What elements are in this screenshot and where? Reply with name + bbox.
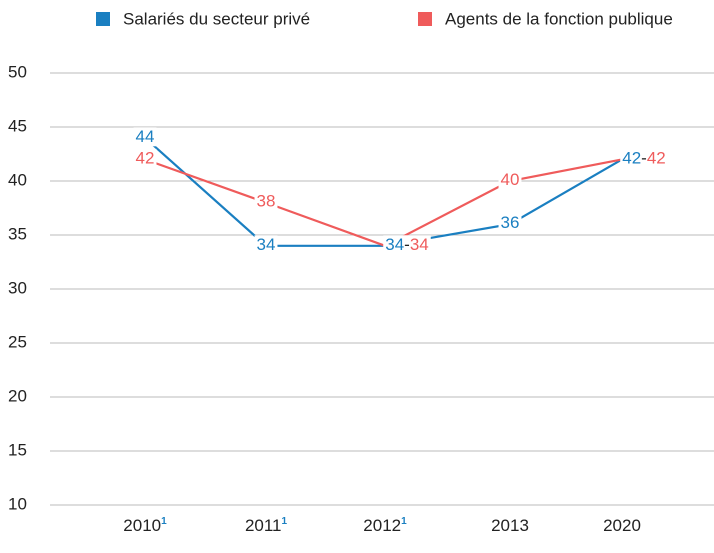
y-tick-label: 40 <box>8 170 27 189</box>
x-tick-label: 2020 <box>603 516 641 535</box>
label-bg <box>133 127 157 147</box>
x-tick-year: 2012 <box>363 516 401 535</box>
x-tick-label: 20121 <box>363 516 407 536</box>
data-label: 34 <box>385 235 404 254</box>
data-label: 42 <box>136 149 155 168</box>
y-tick-label: 45 <box>8 116 27 135</box>
label-bg <box>498 170 522 190</box>
y-tick-label: 35 <box>8 224 27 243</box>
x-tick-label: 20101 <box>123 516 167 536</box>
value-label: 38 <box>257 192 276 211</box>
data-label: 34 <box>410 235 429 254</box>
value-label-group: 42 <box>133 148 157 168</box>
value-label-group: 36 <box>498 213 522 233</box>
legend-label: Salariés du secteur privé <box>123 9 310 28</box>
y-tick-label: 25 <box>8 332 27 351</box>
value-label: 34 <box>257 235 276 254</box>
legend-swatch <box>418 12 432 26</box>
y-tick-label: 20 <box>8 386 27 405</box>
x-tick-year: 2020 <box>603 516 641 535</box>
data-label: 38 <box>257 192 276 211</box>
value-label-group: 44 <box>133 127 157 147</box>
y-tick-label: 50 <box>8 62 27 81</box>
value-label: 36 <box>501 214 520 233</box>
label-bg <box>498 213 522 233</box>
label-bg <box>620 148 668 168</box>
x-tick-footnote: 1 <box>161 516 167 527</box>
value-label: 40 <box>501 170 520 189</box>
data-label: 36 <box>501 214 520 233</box>
value-label: 42-42 <box>622 149 666 168</box>
value-label-group: 38 <box>254 192 278 212</box>
x-tick-footnote: 1 <box>401 516 407 527</box>
label-separator: - <box>641 149 647 168</box>
data-label: 42 <box>622 149 641 168</box>
x-tick-label: 20111 <box>245 516 288 536</box>
data-label: 42 <box>647 149 666 168</box>
y-tick-label: 30 <box>8 278 27 297</box>
label-separator: - <box>404 235 410 254</box>
value-label-group: 34 <box>254 235 278 255</box>
label-bg <box>254 192 278 212</box>
legend-swatch <box>96 12 110 26</box>
y-tick-label: 15 <box>8 440 27 459</box>
x-tick-footnote: 1 <box>282 516 288 527</box>
data-label: 40 <box>501 170 520 189</box>
value-label-group: 34-34 <box>383 235 431 255</box>
value-label: 42 <box>136 149 155 168</box>
data-label: 44 <box>136 127 155 146</box>
x-tick-year: 2011 <box>245 516 282 535</box>
value-label: 34-34 <box>385 235 429 254</box>
label-bg <box>383 235 431 255</box>
x-tick-year: 2013 <box>491 516 529 535</box>
x-tick-year: 2010 <box>123 516 161 535</box>
label-bg <box>133 148 157 168</box>
legend-label: Agents de la fonction publique <box>445 9 673 28</box>
x-tick-label: 2013 <box>491 516 529 535</box>
y-tick-label: 10 <box>8 494 27 513</box>
value-label-group: 42-42 <box>620 148 668 168</box>
series-line <box>144 136 623 247</box>
value-label-group: 40 <box>498 170 522 190</box>
data-label: 34 <box>257 235 276 254</box>
value-label: 44 <box>136 127 155 146</box>
label-bg <box>254 235 278 255</box>
